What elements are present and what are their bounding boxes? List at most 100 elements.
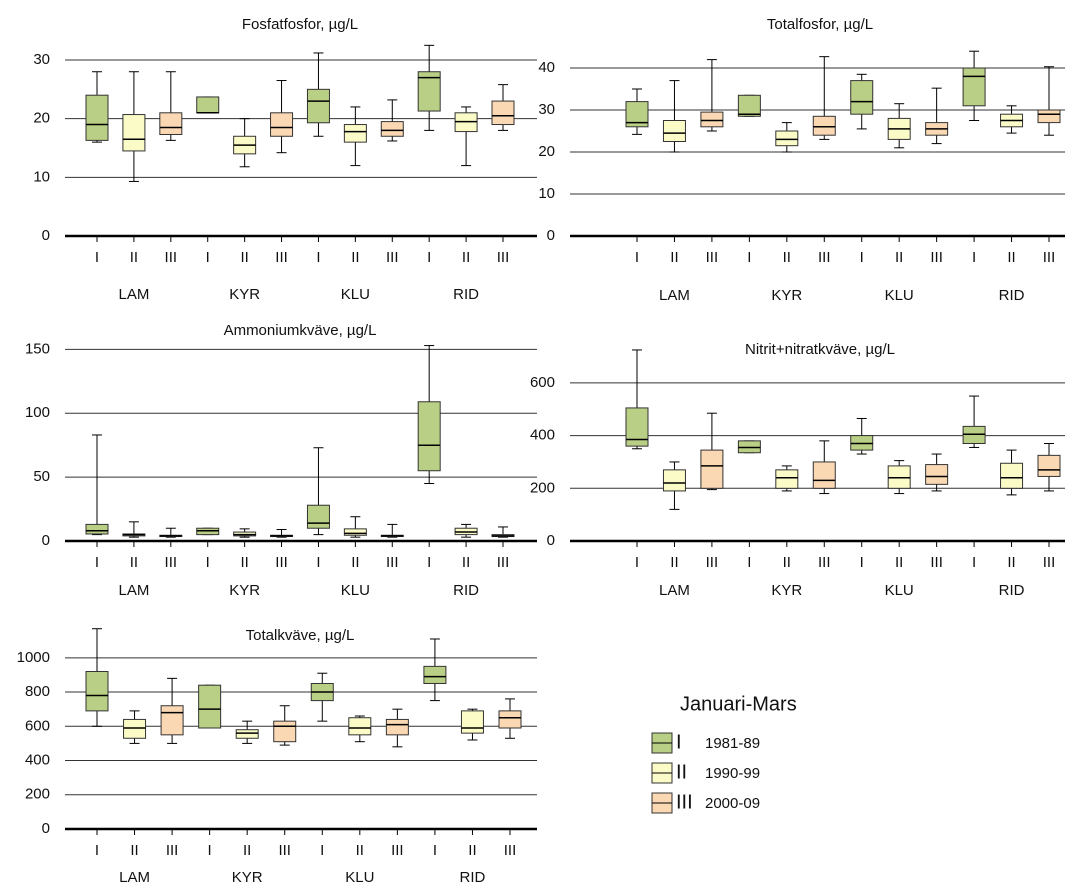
x-tick-label: III [504,842,517,859]
box [85,671,109,712]
x-tick-label: I [860,249,864,266]
x-tick-label: I [206,554,210,571]
box [348,717,372,736]
box [343,528,367,536]
box [775,469,799,489]
x-tick-label: I [206,249,210,266]
x-tick-label: II [783,554,791,571]
box [498,710,522,729]
y-tick-label: 0 [42,820,50,837]
x-tick-label: III [497,554,510,571]
x-tick-label: II [130,249,138,266]
x-tick-label: I [95,554,99,571]
box [306,88,330,124]
x-tick-label: II [240,554,248,571]
x-tick-label: III [386,249,399,266]
y-tick-label: 30 [538,101,555,118]
y-tick-label: 0 [42,532,50,549]
box [1000,462,1024,489]
y-tick-label: 20 [33,110,50,127]
group-label: KLU [885,582,914,599]
x-tick-label: II [240,249,248,266]
box [700,449,724,489]
y-tick-label: 400 [530,427,555,444]
box [625,407,649,447]
legend-label: I [676,731,682,753]
box [625,101,649,128]
box [662,120,686,142]
x-tick-label: I [972,554,976,571]
group-label: KLU [345,869,374,886]
box [270,112,294,137]
group-label: LAM [119,869,150,886]
group-label: KYR [771,287,802,304]
y-tick-label: 100 [25,404,50,421]
group-label: KYR [229,582,260,599]
group-label: LAM [659,287,690,304]
x-tick-label: II [1007,249,1015,266]
box [775,130,799,147]
y-tick-label: 600 [25,717,50,734]
x-tick-label: III [706,554,719,571]
x-tick-label: I [747,554,751,571]
x-tick-label: III [818,554,831,571]
box [385,718,409,736]
y-tick-label: 40 [538,59,555,76]
chart-title: Fosfatfosfor, µg/L [242,16,358,33]
box [850,80,874,115]
x-tick-label: I [860,554,864,571]
y-tick-label: 50 [33,468,50,485]
box [123,718,147,739]
x-tick-label: II [895,554,903,571]
box [737,94,761,117]
box [417,71,441,112]
y-tick-label: 10 [538,185,555,202]
group-label: RID [999,582,1025,599]
x-tick-label: I [320,842,324,859]
x-tick-label: II [468,842,476,859]
x-tick-label: III [497,249,510,266]
box [85,523,109,535]
x-tick-label: II [351,554,359,571]
box [196,96,220,114]
x-tick-label: II [130,554,138,571]
group-label: RID [453,582,479,599]
group-label: KYR [232,869,263,886]
box [812,115,836,136]
box [380,121,404,137]
group-label: RID [999,287,1025,304]
box [235,729,259,739]
x-tick-label: III [386,554,399,571]
group-label: LAM [118,286,149,303]
x-tick-label: I [95,249,99,266]
group-label: RID [453,286,479,303]
y-tick-label: 0 [42,227,50,244]
x-tick-label: I [433,842,437,859]
box [962,67,986,107]
box [306,504,330,529]
group-label: LAM [659,582,690,599]
x-tick-label: II [670,554,678,571]
x-tick-label: III [930,249,943,266]
box [160,705,184,736]
x-tick-label: I [95,842,99,859]
x-tick-label: I [635,554,639,571]
box [159,112,183,136]
y-tick-label: 30 [33,51,50,68]
group-label: RID [460,869,486,886]
y-tick-label: 20 [538,143,555,160]
x-tick-label: II [783,249,791,266]
x-tick-label: II [130,842,138,859]
box [460,710,484,734]
x-tick-label: I [427,554,431,571]
box [1037,454,1061,477]
x-tick-label: II [351,249,359,266]
group-label: KLU [885,287,914,304]
x-tick-label: I [747,249,751,266]
group-label: LAM [118,582,149,599]
box [198,684,222,729]
group-label: KLU [341,286,370,303]
x-tick-label: III [275,554,288,571]
